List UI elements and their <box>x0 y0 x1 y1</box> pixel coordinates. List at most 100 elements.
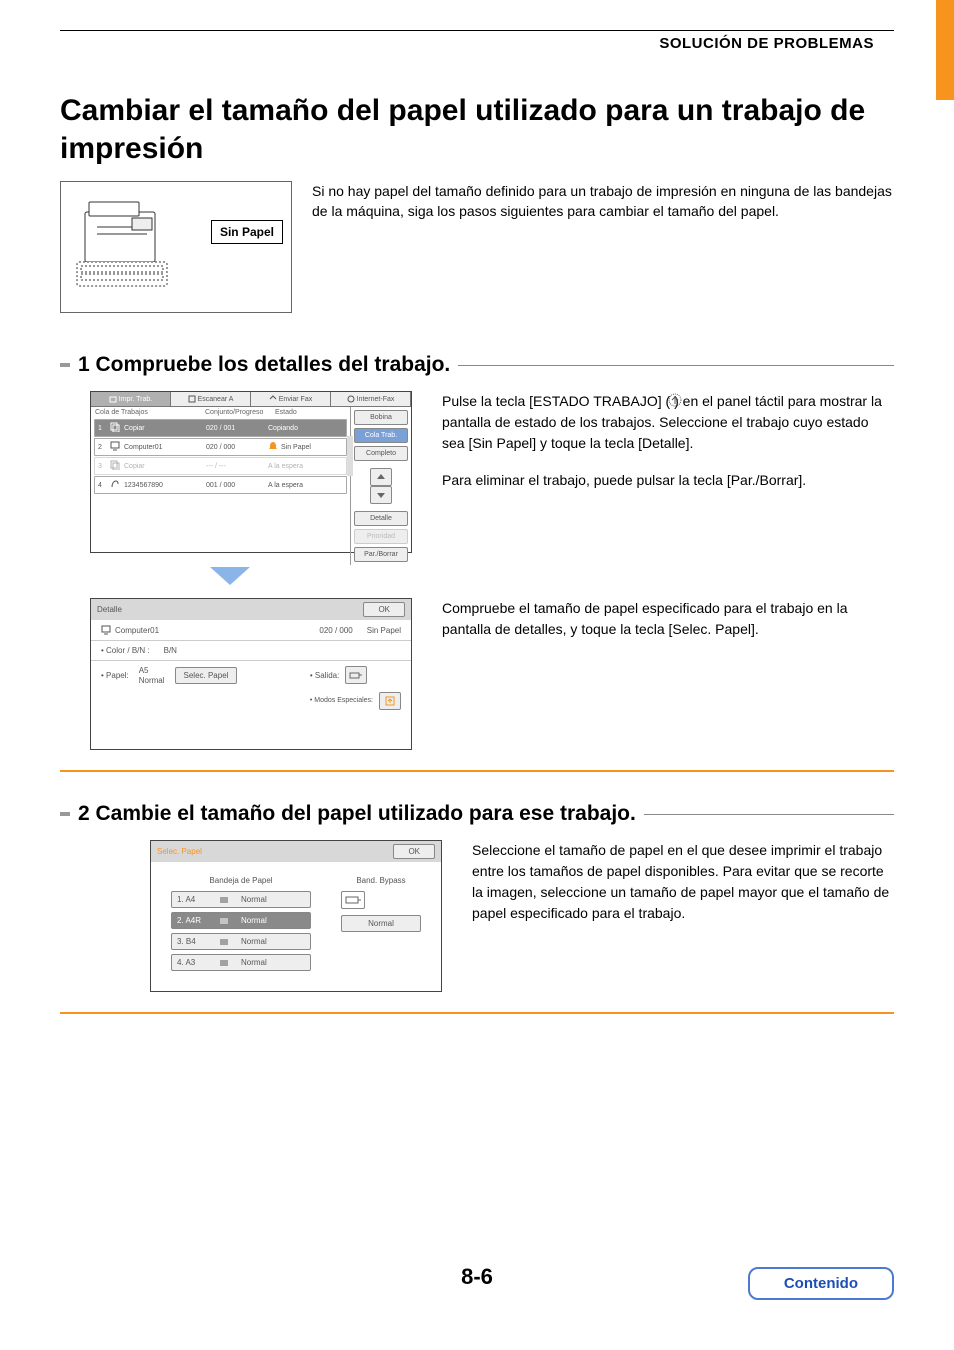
header-rule <box>60 30 894 31</box>
select-paper-panel: Selec. Papel OK Bandeja de Papel 1. A4 No… <box>150 840 442 992</box>
tab-fax[interactable]: Enviar Fax <box>251 392 331 406</box>
fax-icon <box>269 395 277 403</box>
job-name: Copiar <box>124 463 206 470</box>
job-row[interactable]: 1Copiar020 / 001Copiando <box>94 419 347 437</box>
tray-button[interactable]: 4. A3 Normal <box>171 954 311 971</box>
tray-id: 3. B4 <box>177 937 211 946</box>
job-row[interactable]: 2Computer01020 / 000Sin Papel <box>94 438 347 456</box>
job-type-icon <box>110 460 124 472</box>
side-spool[interactable]: Bobina <box>354 410 408 425</box>
scroll-up-button[interactable] <box>370 468 392 486</box>
col-queue: Cola de Trabajos <box>95 409 205 416</box>
job-name: 1234567890 <box>124 482 206 489</box>
paper-stack-icon <box>219 938 233 946</box>
col-progress: Conjunto/Progreso <box>205 409 275 416</box>
tab-fax-label: Enviar Fax <box>279 396 312 403</box>
paper-stack-icon <box>219 959 233 967</box>
job-row[interactable]: 4 1234567890001 / 000A la espera <box>94 476 347 494</box>
down-arrow-icon <box>210 567 250 592</box>
bypass-type-button[interactable]: Normal <box>341 915 421 932</box>
intro-text: Si no hay papel del tamaño definido para… <box>312 181 894 313</box>
job-status: A la espera <box>268 463 343 470</box>
ifax-icon <box>347 395 355 403</box>
tab-ifax[interactable]: Internet-Fax <box>331 392 411 406</box>
job-tabs: Impr. Trab. Escanear A Enviar Fax Intern… <box>91 392 411 407</box>
color-label: Color / B/N : <box>101 646 150 655</box>
color-value: B/N <box>164 646 177 655</box>
output-icon-button[interactable] <box>345 666 367 684</box>
tray-id: 1. A4 <box>177 895 211 904</box>
no-paper-badge: Sin Papel <box>211 220 283 244</box>
tray-button[interactable]: 3. B4Normal <box>171 933 311 950</box>
detail-jobname: Computer01 <box>115 626 159 635</box>
tab-scan[interactable]: Escanear A <box>171 392 251 406</box>
detail-panel: Detalle OK Computer01 020 / 000 Sin Pape… <box>90 598 412 750</box>
step2-para: Seleccione el tamaño de papel en el que … <box>472 840 894 924</box>
job-index: 1 <box>98 425 110 432</box>
priority-button[interactable]: Prioridad <box>354 529 408 544</box>
bypass-column-label: Band. Bypass <box>341 876 421 885</box>
step2-heading-row: 2 Cambie el tamaño del papel utilizado p… <box>60 802 894 826</box>
job-columns: Cola de Trabajos Conjunto/Progreso Estad… <box>91 407 350 418</box>
job-type-icon <box>110 479 124 491</box>
tray-type: Normal <box>241 895 305 904</box>
step1-para1-text: Pulse la tecla [ESTADO TRABAJO] ( ) en e… <box>442 393 882 451</box>
page-title: Cambiar el tamaño del papel utilizado pa… <box>60 92 894 167</box>
side-queue[interactable]: Cola Trab. <box>354 428 408 443</box>
step1-heading-row: 1 Compruebe los detalles del trabajo. <box>60 353 894 377</box>
paper-stack-icon <box>219 896 233 904</box>
tab-scan-label: Escanear A <box>198 396 234 403</box>
side-complete[interactable]: Completo <box>354 446 408 461</box>
tab-print[interactable]: Impr. Trab. <box>91 392 171 406</box>
job-index: 4 <box>98 482 110 489</box>
heading-rule <box>644 814 894 815</box>
divider-1 <box>60 770 894 772</box>
contents-link[interactable]: Contenido <box>748 1267 894 1300</box>
bypass-tray-icon <box>345 895 361 905</box>
job-type-icon <box>110 441 124 453</box>
tray-button[interactable]: 1. A4 Normal <box>171 891 311 908</box>
job-progress: 001 / 000 <box>206 482 268 489</box>
special-modes-icon <box>384 695 396 707</box>
step1-para1: Pulse la tecla [ESTADO TRABAJO] ( ) en e… <box>442 391 894 454</box>
step2-heading: 2 Cambie el tamaño del papel utilizado p… <box>78 802 636 826</box>
special-modes-button[interactable] <box>379 692 401 710</box>
scroll-track <box>347 436 353 476</box>
tray-column-label: Bandeja de Papel <box>171 876 311 885</box>
col-status: Estado <box>275 409 346 416</box>
select-paper-ok-button[interactable]: OK <box>393 844 435 859</box>
job-status: Copiando <box>268 425 343 432</box>
detail-progress: 020 / 000 <box>319 626 352 635</box>
step1-heading: 1 Compruebe los detalles del trabajo. <box>78 353 450 377</box>
detail-title: Detalle <box>97 605 122 614</box>
printer-illustration: Sin Papel <box>60 181 292 313</box>
printer-icon <box>67 192 197 302</box>
job-status: A la espera <box>268 482 343 489</box>
job-progress: 020 / 000 <box>206 444 268 451</box>
detail-ok-button[interactable]: OK <box>363 602 405 617</box>
print-icon <box>109 395 117 403</box>
stop-delete-button[interactable]: Par./Borrar <box>354 547 408 562</box>
heading-rule <box>458 365 894 366</box>
job-row[interactable]: 3Copiar--- / ---A la espera <box>94 457 347 475</box>
select-paper-button[interactable]: Selec. Papel <box>175 667 238 684</box>
tray-type: Normal <box>241 958 305 967</box>
step1-para3: Compruebe el tamaño de papel especificad… <box>442 598 894 640</box>
tab-ifax-label: Internet-Fax <box>357 396 395 403</box>
divider-2 <box>60 1012 894 1014</box>
bypass-tray-button[interactable] <box>341 891 365 909</box>
job-type-icon <box>110 422 124 434</box>
job-status-panel: Impr. Trab. Escanear A Enviar Fax Intern… <box>90 391 412 553</box>
tray-button[interactable]: 2. A4RNormal <box>171 912 311 929</box>
paper-size: A5 <box>139 666 149 675</box>
detail-button[interactable]: Detalle <box>354 511 408 526</box>
scroll-down-button[interactable] <box>370 486 392 504</box>
job-status: Sin Papel <box>268 441 343 453</box>
tray-id: 4. A3 <box>177 958 211 967</box>
scan-icon <box>188 395 196 403</box>
heading-dash-icon <box>60 363 70 367</box>
alert-icon <box>268 441 278 453</box>
accent-bar <box>936 0 954 100</box>
detail-status: Sin Papel <box>367 626 401 635</box>
select-paper-title: Selec. Papel <box>157 847 202 856</box>
